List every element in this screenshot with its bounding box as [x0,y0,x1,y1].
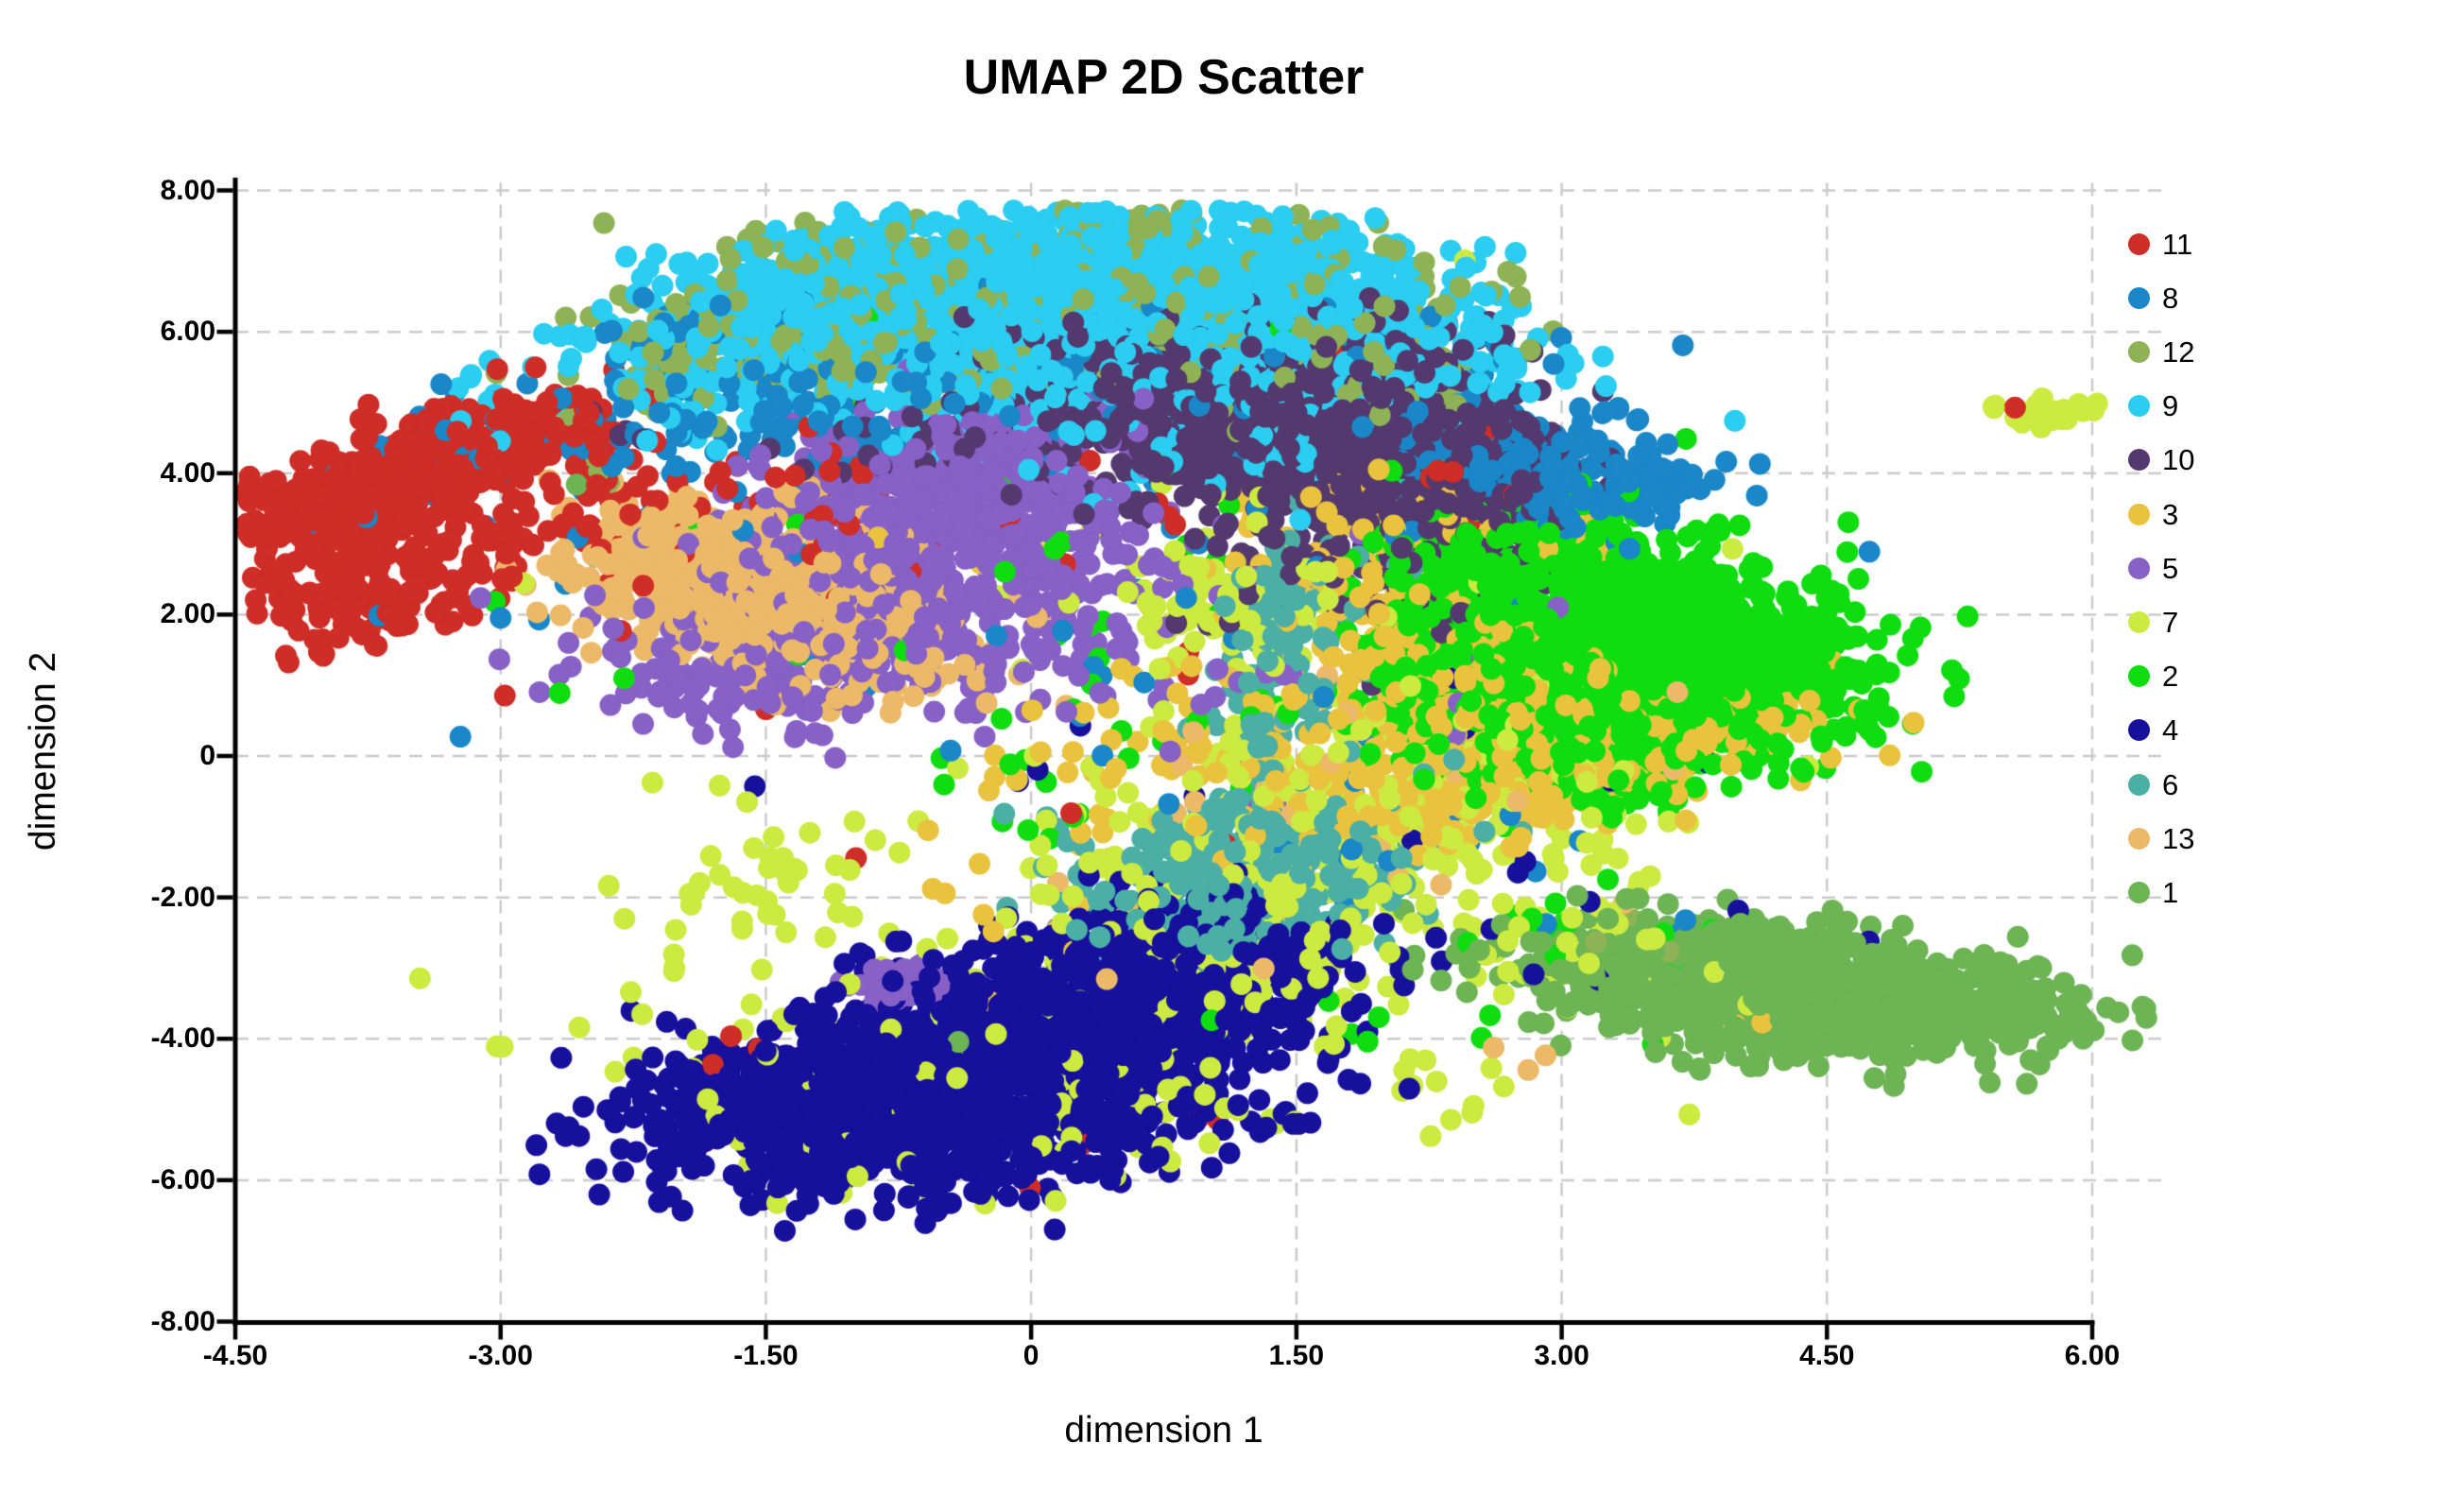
legend-item-7: 7 [2128,597,2178,646]
legend-swatch-icon [2128,449,2150,472]
x-tick-label: 1.50 [1268,1340,1325,1371]
y-tick-label: 2.00 [160,598,215,630]
legend-item-12: 12 [2128,327,2194,376]
legend-label: 11 [2162,227,2193,261]
x-tick-label: -3.00 [468,1340,533,1371]
legend-label: 3 [2162,497,2179,531]
legend-swatch-icon [2128,340,2150,363]
legend-item-5: 5 [2128,543,2178,593]
legend-label: 7 [2162,605,2179,639]
legend-swatch-icon [2128,232,2150,255]
legend-label: 13 [2162,821,2195,855]
y-tick-label: -8.00 [150,1305,215,1337]
legend-item-2: 2 [2128,652,2178,701]
legend-label: 10 [2162,443,2195,477]
legend-swatch-icon [2128,773,2150,796]
legend-item-1: 1 [2128,868,2178,917]
legend-label: 4 [2162,713,2179,747]
legend-label: 2 [2162,660,2179,694]
y-tick-label: 4.00 [160,456,215,489]
legend-swatch-icon [2128,881,2150,903]
y-tick-label: -6.00 [150,1163,215,1195]
legend-swatch-icon [2128,503,2150,525]
y-tick-label: 0 [199,740,215,771]
legend-label: 5 [2162,551,2179,585]
legend-swatch-icon [2128,395,2150,418]
x-tick-label: 4.50 [1799,1340,1855,1371]
y-tick-label: 8.00 [160,174,215,206]
y-tick-label: 6.00 [160,316,215,348]
legend-item-11: 11 [2128,219,2192,268]
legend-label: 6 [2162,767,2179,801]
legend-swatch-icon [2128,610,2150,633]
x-tick-label: 0 [1022,1340,1040,1371]
x-tick-label: -1.50 [733,1340,799,1371]
legend-swatch-icon [2128,719,2150,742]
legend-item-4: 4 [2128,706,2178,755]
chart-title: UMAP 2D Scatter [963,50,1365,105]
legend-label: 8 [2162,281,2179,315]
legend-label: 12 [2162,335,2195,369]
x-tick-label: -4.50 [202,1340,268,1371]
x-axis-title: dimension 1 [1064,1410,1263,1451]
legend-swatch-icon [2128,665,2150,688]
legend-item-8: 8 [2128,273,2178,322]
legend-swatch-icon [2128,827,2150,850]
legend-swatch-icon [2128,286,2150,309]
x-tick-label: 6.00 [2064,1340,2121,1371]
legend-item-10: 10 [2128,436,2194,485]
legend-label: 9 [2162,389,2179,423]
legend-label: 1 [2162,875,2179,909]
legend-item-6: 6 [2128,760,2178,809]
legend-item-3: 3 [2128,490,2178,539]
x-tick-label: 3.00 [1534,1340,1589,1371]
legend-item-9: 9 [2128,382,2178,431]
y-tick-label: -4.00 [150,1022,215,1055]
legend-item-13: 13 [2128,814,2194,863]
y-axis-title: dimension 2 [23,651,63,851]
legend-swatch-icon [2128,557,2150,579]
y-tick-label: -2.00 [150,881,215,913]
